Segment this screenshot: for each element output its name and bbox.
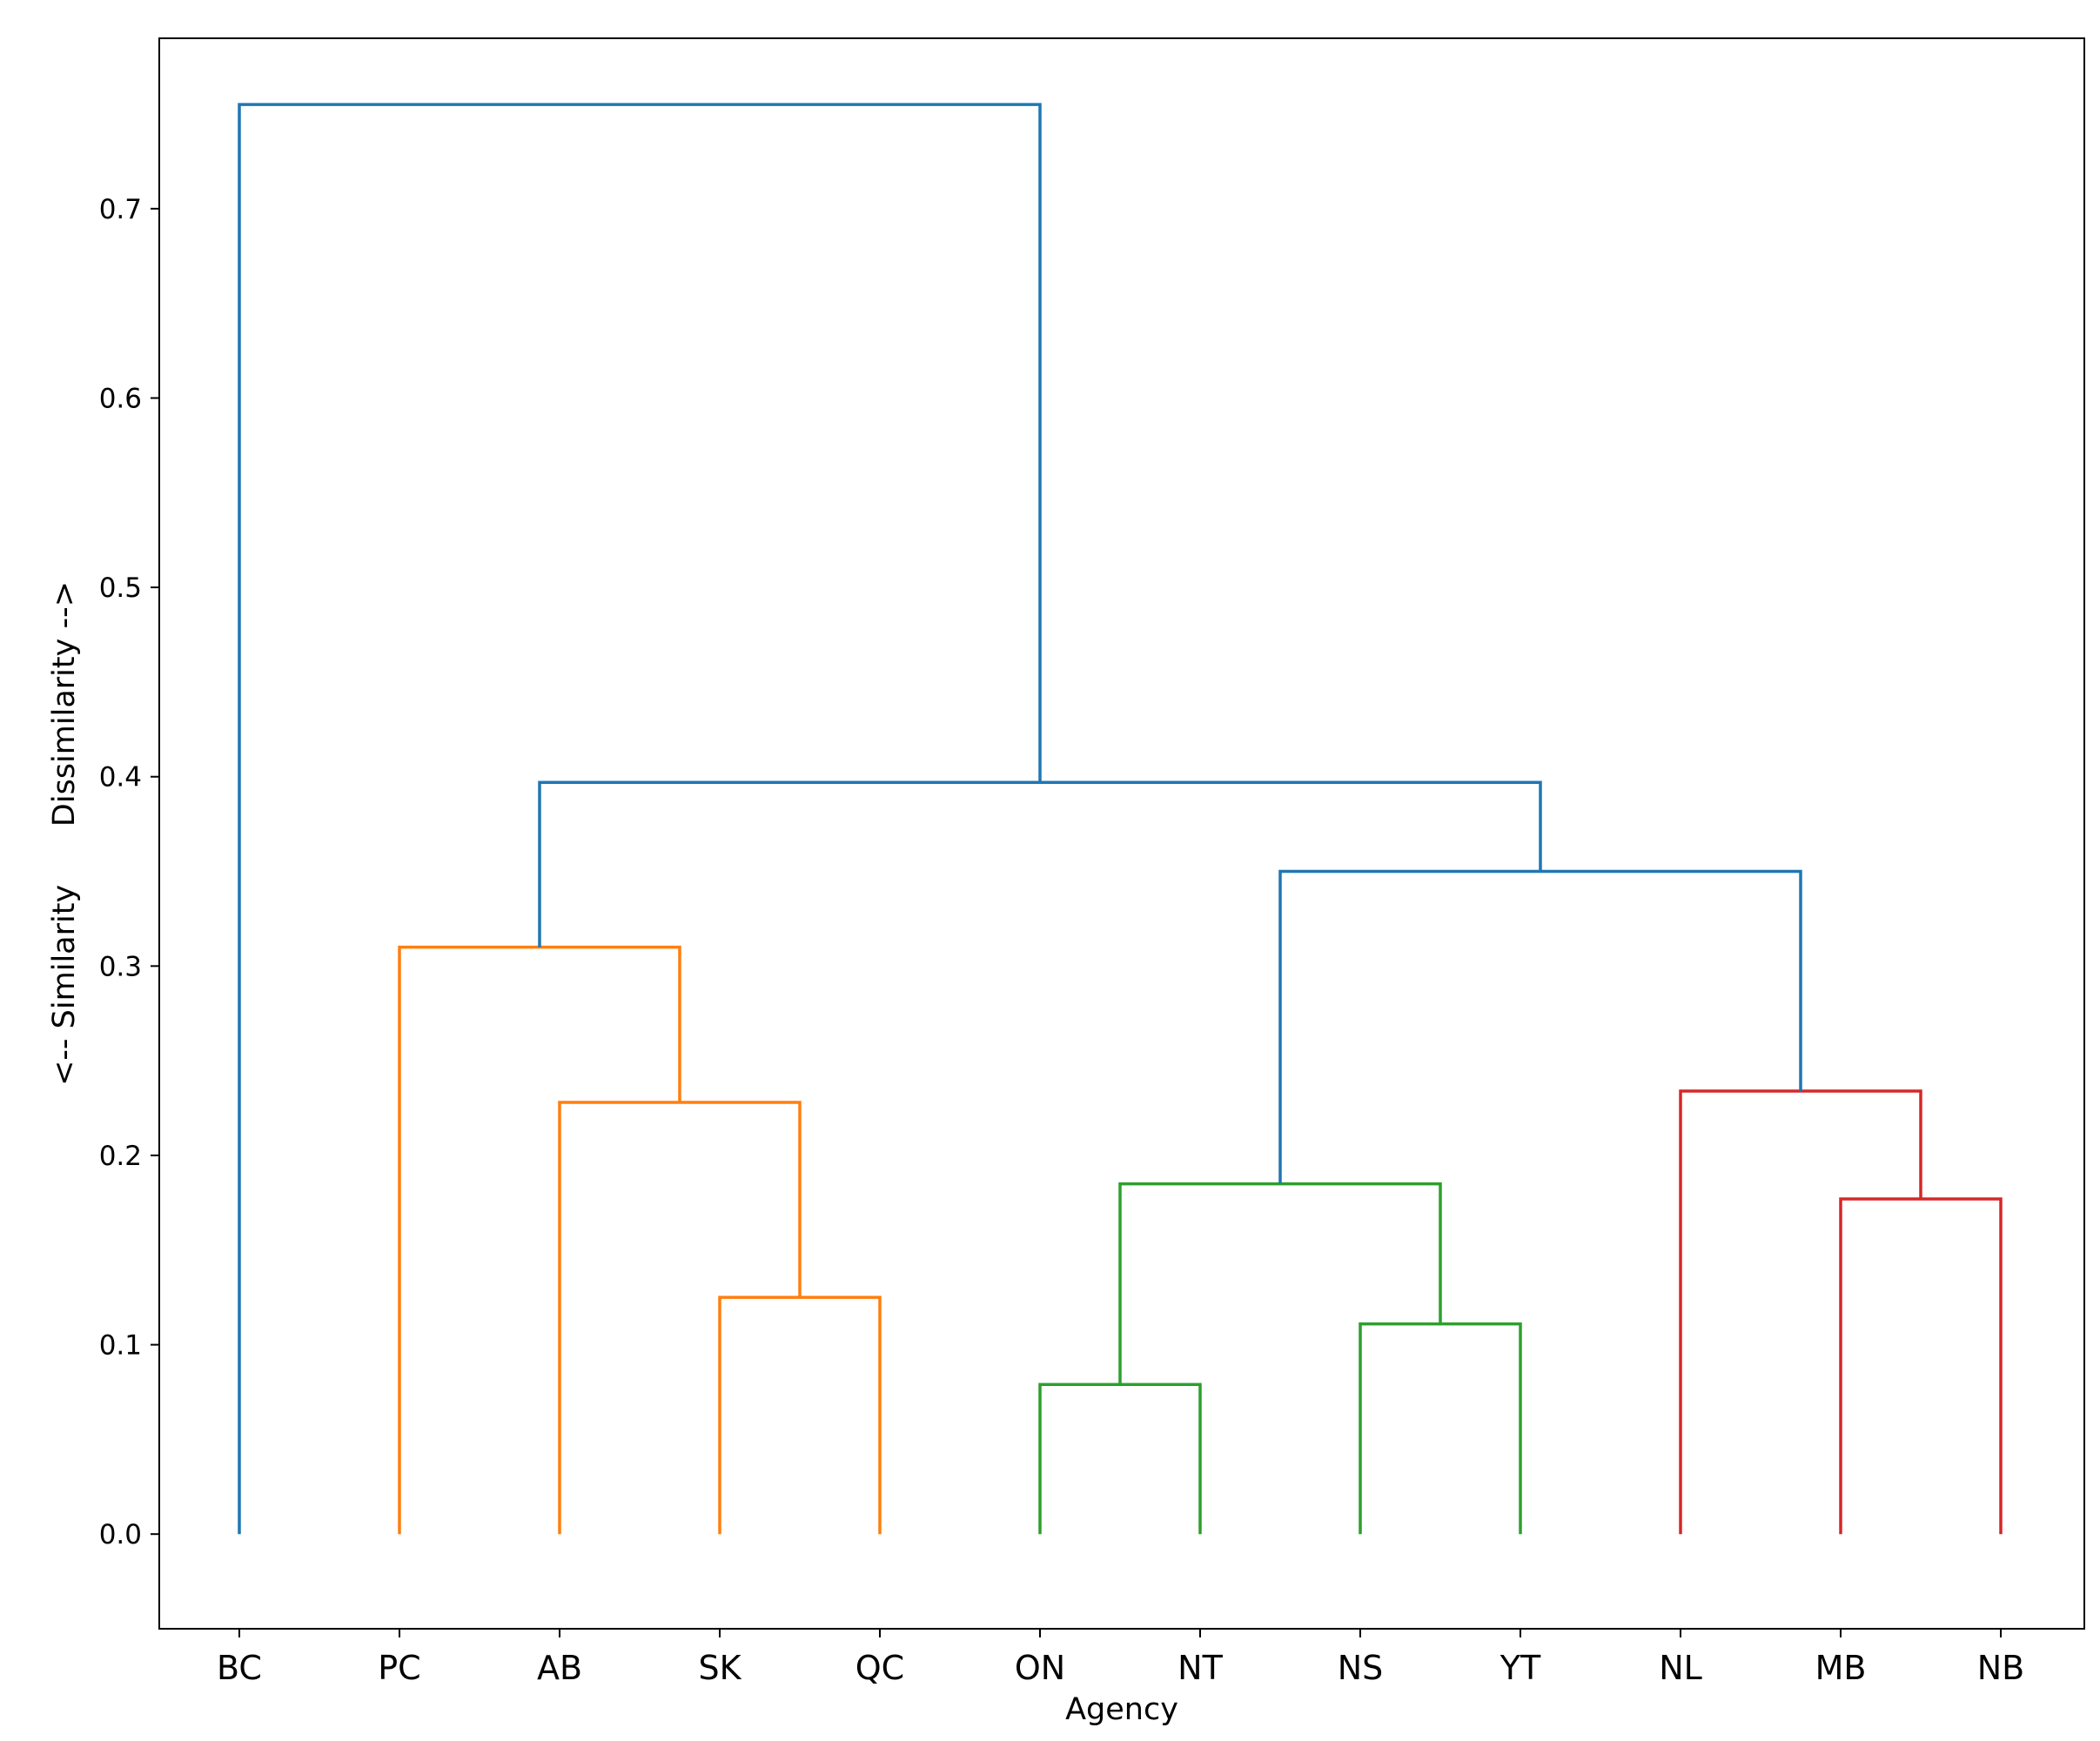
leaf-label-nl: NL: [1659, 1649, 1702, 1687]
leaf-label-pc: PC: [378, 1649, 420, 1687]
leaf-label-nt: NT: [1177, 1649, 1223, 1687]
y-axis-label: <-- Similarity Dissimilarity -->: [47, 581, 82, 1086]
y-tick-label: 0.5: [99, 573, 142, 604]
link-mb-with-nb: [1839, 1197, 2003, 1535]
link-pc-with-ab-sk-qc: [398, 945, 681, 1535]
leaf-label-ns: NS: [1338, 1649, 1384, 1687]
leaf-label-qc: QC: [855, 1649, 904, 1687]
leaf-label-on: ON: [1015, 1649, 1065, 1687]
y-tick-label: 0.7: [99, 194, 142, 225]
y-axis-ticks: 0.0 0.1 0.2 0.3 0.4 0.5 0.6 0.7: [99, 194, 159, 1550]
plot-frame: [158, 37, 2085, 1630]
leaf-label-ab: AB: [537, 1649, 582, 1687]
y-tick-label: 0.6: [99, 383, 142, 414]
y-tick-label: 0.1: [99, 1330, 142, 1362]
dendrogram-links: [238, 103, 2003, 1535]
leaf-label-yt: YT: [1500, 1649, 1541, 1687]
link-on-with-nt: [1038, 1383, 1202, 1535]
link-nl-with-mb-nb: [1679, 1089, 1922, 1535]
leaf-label-sk: SK: [698, 1649, 741, 1687]
link-ns-with-yt: [1359, 1322, 1522, 1535]
x-axis-ticks: BC PC AB SK QC ON NT NS YT NL MB NB: [217, 1629, 2024, 1687]
link-ab-with-sk-qc: [558, 1101, 802, 1535]
link-on-nt-ns-yt-with-nl-mb-nb: [1278, 869, 1802, 1184]
x-axis-label: Agency: [1065, 1692, 1178, 1727]
y-tick-label: 0.0: [99, 1519, 142, 1550]
y-tick-label: 0.2: [99, 1141, 142, 1172]
leaf-label-bc: BC: [217, 1649, 262, 1687]
leaf-label-mb: MB: [1815, 1649, 1867, 1687]
link-pc-ab-sk-qc-with-on-nt-ns-yt-nl-mb-nb: [538, 780, 1542, 948]
y-tick-label: 0.3: [99, 951, 142, 982]
y-tick-label: 0.4: [99, 762, 142, 793]
leaf-label-nb: NB: [1977, 1649, 2025, 1687]
link-sk-with-qc: [718, 1296, 882, 1535]
link-bc-with-pc-ab-sk-qc-on-nt-ns-yt-nl-mb-nb: [238, 103, 1042, 1535]
link-on-nt-with-ns-yt: [1118, 1182, 1442, 1385]
